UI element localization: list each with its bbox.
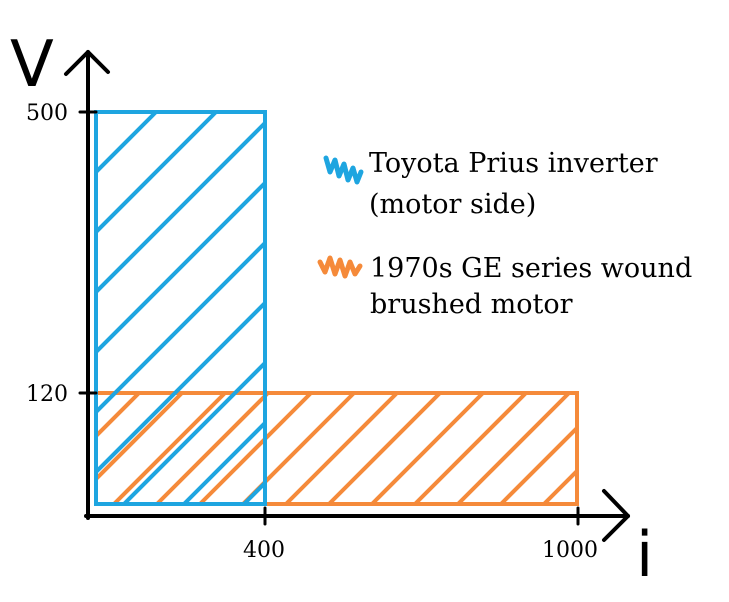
- ge-hatch-line: [542, 468, 577, 504]
- ge-hatch-line: [155, 393, 270, 504]
- region-prius-inverter: [94, 110, 267, 506]
- ge-hatch-line: [96, 393, 98, 396]
- x-tick-400: 400: [243, 506, 285, 563]
- ge-hatch-line: [413, 393, 528, 504]
- prius-hatch-line: [96, 112, 98, 115]
- ge-hatch-line: [96, 393, 141, 439]
- y-tick-label-500: 500: [26, 101, 68, 126]
- y-tick-120: 120: [26, 382, 98, 407]
- y-axis: V: [10, 28, 110, 520]
- x-axis-label: i: [636, 518, 653, 591]
- prius-hatch-line: [96, 120, 265, 295]
- x-axis-arrow-icon: [602, 489, 630, 542]
- prius-hatch-line: [96, 112, 218, 235]
- legend-label-prius-line-1: Toyota Prius inverter: [369, 148, 658, 179]
- y-tick-500: 500: [26, 101, 98, 126]
- legend-label-prius-line-2: (motor side): [369, 189, 536, 220]
- ge-hatch-line: [327, 393, 442, 504]
- ge-hatch-line: [112, 393, 227, 504]
- x-tick-label-400: 400: [243, 538, 285, 563]
- region-ge-series-motor: [94, 391, 698, 506]
- prius-region-hatch: [96, 112, 265, 504]
- legend-item-prius: Toyota Prius inverter (motor side): [323, 148, 658, 220]
- legend-label-ge-line-1: 1970s GE series wound: [370, 253, 692, 284]
- x-axis: i: [84, 489, 653, 591]
- prius-hatch-line: [182, 420, 265, 504]
- y-axis-label: V: [10, 28, 54, 102]
- prius-hatch-line: [96, 180, 265, 355]
- ge-hatch-line: [587, 393, 698, 504]
- ge-hatch-line: [284, 393, 399, 504]
- prius-swatch-icon: [323, 155, 364, 185]
- ge-swatch-icon: [317, 255, 363, 279]
- legend: Toyota Prius inverter (motor side) 1970s…: [317, 148, 692, 320]
- legend-item-ge: 1970s GE series wound brushed motor: [317, 253, 692, 320]
- prius-hatch-line: [96, 300, 265, 475]
- ge-hatch-line: [499, 425, 577, 504]
- x-tick-1000: 1000: [542, 506, 598, 563]
- ge-region-hatch: [96, 393, 698, 504]
- prius-hatch-line: [96, 240, 265, 415]
- ge-hatch-line: [456, 393, 571, 504]
- ge-hatch-line: [198, 393, 313, 504]
- ge-hatch-line: [96, 393, 184, 482]
- y-axis-arrow-icon: [64, 50, 110, 76]
- y-tick-label-120: 120: [26, 382, 68, 407]
- legend-label-ge-line-2: brushed motor: [370, 289, 573, 320]
- ge-hatch-line: [370, 393, 485, 504]
- prius-hatch-line: [122, 360, 265, 504]
- prius-region-outline: [94, 110, 267, 506]
- x-tick-label-1000: 1000: [542, 538, 598, 563]
